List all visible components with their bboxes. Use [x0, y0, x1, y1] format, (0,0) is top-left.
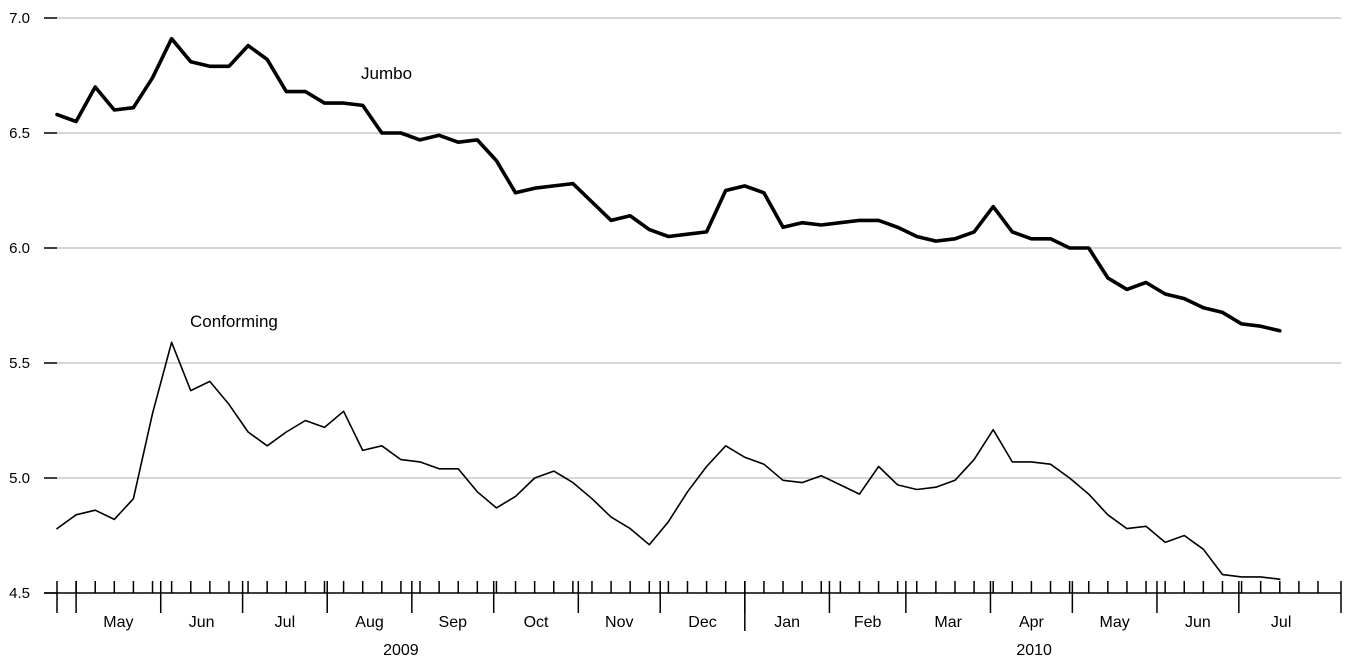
month-label: Jun	[189, 614, 215, 631]
y-tick-label: 5.0	[9, 470, 30, 487]
month-label: May	[103, 614, 133, 631]
month-label: Jan	[774, 614, 800, 631]
year-label: 2009	[383, 642, 419, 658]
series-lines	[55, 36, 1282, 581]
month-label: Jun	[1185, 614, 1211, 631]
y-tick-label: 4.5	[9, 585, 30, 602]
series-line-jumbo	[55, 36, 1282, 333]
x-axis: May Jun Jul Aug Sep Oct Nov Dec Jan Feb Mar Apr May J…	[44, 581, 1342, 658]
month-label: Feb	[854, 614, 882, 631]
year-label: 2010	[1016, 642, 1052, 658]
month-label: Apr	[1019, 614, 1045, 631]
month-label: Jul	[275, 614, 295, 631]
month-label: Dec	[688, 614, 716, 631]
month-label: Mar	[934, 614, 962, 631]
y-axis: 4.5 5.0 5.5 6.0 6.5 7.0	[9, 10, 57, 602]
series-label-conforming: Conforming	[190, 312, 278, 331]
gridlines	[57, 17, 1341, 479]
y-tick-label: 6.5	[9, 125, 30, 142]
series-labels: Jumbo Conforming	[190, 64, 412, 331]
y-tick-label: 5.5	[9, 355, 30, 372]
month-label: Oct	[524, 614, 549, 631]
month-label: Aug	[355, 614, 383, 631]
month-label: Jul	[1271, 614, 1291, 631]
y-tick-label: 6.0	[9, 240, 30, 257]
month-label: Sep	[439, 614, 468, 631]
series-label-jumbo: Jumbo	[361, 64, 412, 83]
y-tick-label: 7.0	[9, 10, 30, 27]
month-label: Nov	[605, 614, 633, 631]
series-line-conforming	[56, 341, 1281, 581]
month-label: May	[1100, 614, 1130, 631]
